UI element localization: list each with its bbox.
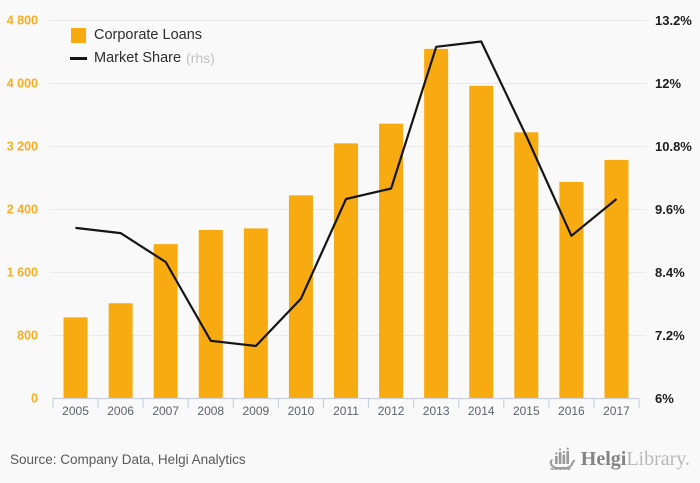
y-axis-right-label: 7.2% xyxy=(655,328,685,343)
x-axis-label-2014: 2014 xyxy=(468,404,495,418)
bar-2014[interactable] xyxy=(469,85,494,399)
y-axis-right-label: 10.8% xyxy=(655,139,692,154)
y-axis-left-label: 2 400 xyxy=(7,203,38,217)
bar-2007[interactable] xyxy=(153,244,178,399)
legend-label-corporate-loans: Corporate Loans xyxy=(94,27,203,43)
bar-2013[interactable] xyxy=(424,48,449,399)
y-axis-left-label: 3 200 xyxy=(7,140,38,154)
footer: Source: Company Data, Helgi Analytics He… xyxy=(0,443,700,475)
y-axis-left-label: 800 xyxy=(17,329,38,343)
y-axis-left-label: 0 xyxy=(31,392,38,406)
x-axis-label-2011: 2011 xyxy=(333,404,359,418)
x-axis-label-2013: 2013 xyxy=(423,404,450,418)
x-axis-label-2008: 2008 xyxy=(197,404,224,418)
ship-icon xyxy=(549,447,576,470)
legend-item-corporate-loans[interactable]: Corporate Loans xyxy=(71,27,215,43)
legend: Corporate Loans Market Share (rhs) xyxy=(70,27,215,66)
bar-2017[interactable] xyxy=(604,159,629,399)
bar-2016[interactable] xyxy=(559,181,584,399)
bar-2012[interactable] xyxy=(379,123,404,399)
x-axis-label-2016: 2016 xyxy=(558,404,585,418)
y-axis-right-label: 8.4% xyxy=(655,265,685,280)
market-share-line-icon xyxy=(70,56,87,60)
x-axis-label-2007: 2007 xyxy=(152,404,179,418)
x-axis-label-2015: 2015 xyxy=(513,404,540,418)
brand-name-bold: Helgi xyxy=(580,448,627,470)
chart-canvas: 0 800 1 600 2 400 3 200 4 000 4 800 6% 7.2% 8.4% 9… xyxy=(7,13,693,418)
x-axis-label-2006: 2006 xyxy=(107,404,134,418)
corporate-loans-swatch-icon xyxy=(71,27,86,43)
bar-2009[interactable] xyxy=(243,228,268,399)
bar-2011[interactable] xyxy=(334,143,358,399)
bar-2008[interactable] xyxy=(198,229,223,399)
legend-label-market-share: Market Share xyxy=(94,50,182,66)
bar-2005[interactable] xyxy=(63,317,88,399)
y-axis-right-label: 13.2% xyxy=(655,13,692,28)
legend-rhs-note: (rhs) xyxy=(186,50,215,66)
y-axis-right-label: 12% xyxy=(655,76,681,91)
y-axis-left-label: 4 000 xyxy=(7,77,38,91)
bar-2006[interactable] xyxy=(108,303,133,399)
y-axis-left-label: 4 800 xyxy=(7,14,38,28)
bar-2015[interactable] xyxy=(514,132,539,399)
y-axis-right-label: 6% xyxy=(655,391,674,406)
y-axis-right-label: 9.6% xyxy=(655,202,685,217)
y-axis-left-label: 1 600 xyxy=(7,266,38,280)
brand-name-light: Library. xyxy=(626,448,690,470)
x-axis-label-2012: 2012 xyxy=(378,404,405,418)
market-share-line[interactable] xyxy=(75,40,618,348)
legend-item-market-share[interactable]: Market Share (rhs) xyxy=(70,50,215,66)
x-axis-label-2005: 2005 xyxy=(62,404,89,418)
x-axis-label-2010: 2010 xyxy=(288,404,315,418)
x-axis-label-2009: 2009 xyxy=(242,404,269,418)
source-text: Source: Company Data, Helgi Analytics xyxy=(10,451,246,467)
x-axis-label-2017: 2017 xyxy=(603,404,630,418)
helgi-library-logo[interactable]: HelgiLibrary. xyxy=(549,447,690,472)
